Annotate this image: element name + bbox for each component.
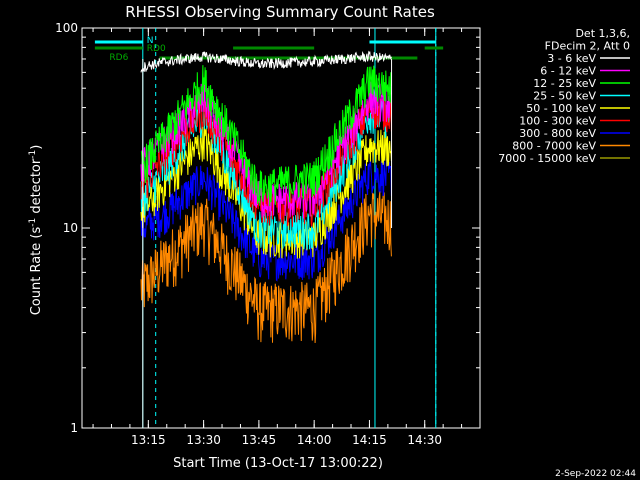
y-tick-label: 1 [70,421,78,435]
x-tick-label: 13:45 [242,433,277,447]
cyan-bar-label: N [147,36,154,46]
rd6-label: RD6 [109,53,128,63]
legend-label: 100 - 300 keV [519,115,596,128]
legend-label: 25 - 50 keV [533,90,596,103]
y-tick-label: 100 [55,21,78,35]
y-axis-label: Count Rate (s-1 detector-1) [28,145,44,316]
legend-label: 3 - 6 keV [547,52,596,65]
series-line [140,98,392,250]
plot-area: 1 10 100 13:15 13:30 13:45 14:00 14:15 14:30 NRD0… [55,21,481,447]
legend-label: 12 - 25 keV [533,77,596,90]
series-line [140,81,392,219]
series-line [140,157,392,282]
legend-label: 7000 - 15000 keV [498,152,596,165]
series-line [140,124,392,259]
rd0-label: RD0 [147,44,166,54]
legend-label: 6 - 12 keV [540,65,596,78]
legend-header: FDecim 2, Att 0 [545,40,630,53]
legend-label: 50 - 100 keV [526,102,596,115]
chart-title: RHESSI Observing Summary Count Rates [125,3,435,21]
x-tick-label: 14:30 [407,433,442,447]
series-line [140,93,392,227]
x-axis-label: Start Time (13-Oct-17 13:00:22) [173,456,383,471]
series-line [140,65,392,207]
x-tick-label: 14:00 [297,433,332,447]
legend-label: 300 - 800 keV [519,127,596,140]
series-line [140,191,392,344]
legend-label: 800 - 7000 keV [512,140,596,153]
x-tick-label: 13:30 [186,433,221,447]
x-tick-label: 14:15 [352,433,387,447]
legend-header: Det 1,3,6, [575,27,630,40]
footer-timestamp: 2-Sep-2022 02:44 [555,469,636,479]
series-line [140,50,392,73]
y-tick-label: 10 [63,221,78,235]
x-tick-label: 13:15 [131,433,166,447]
